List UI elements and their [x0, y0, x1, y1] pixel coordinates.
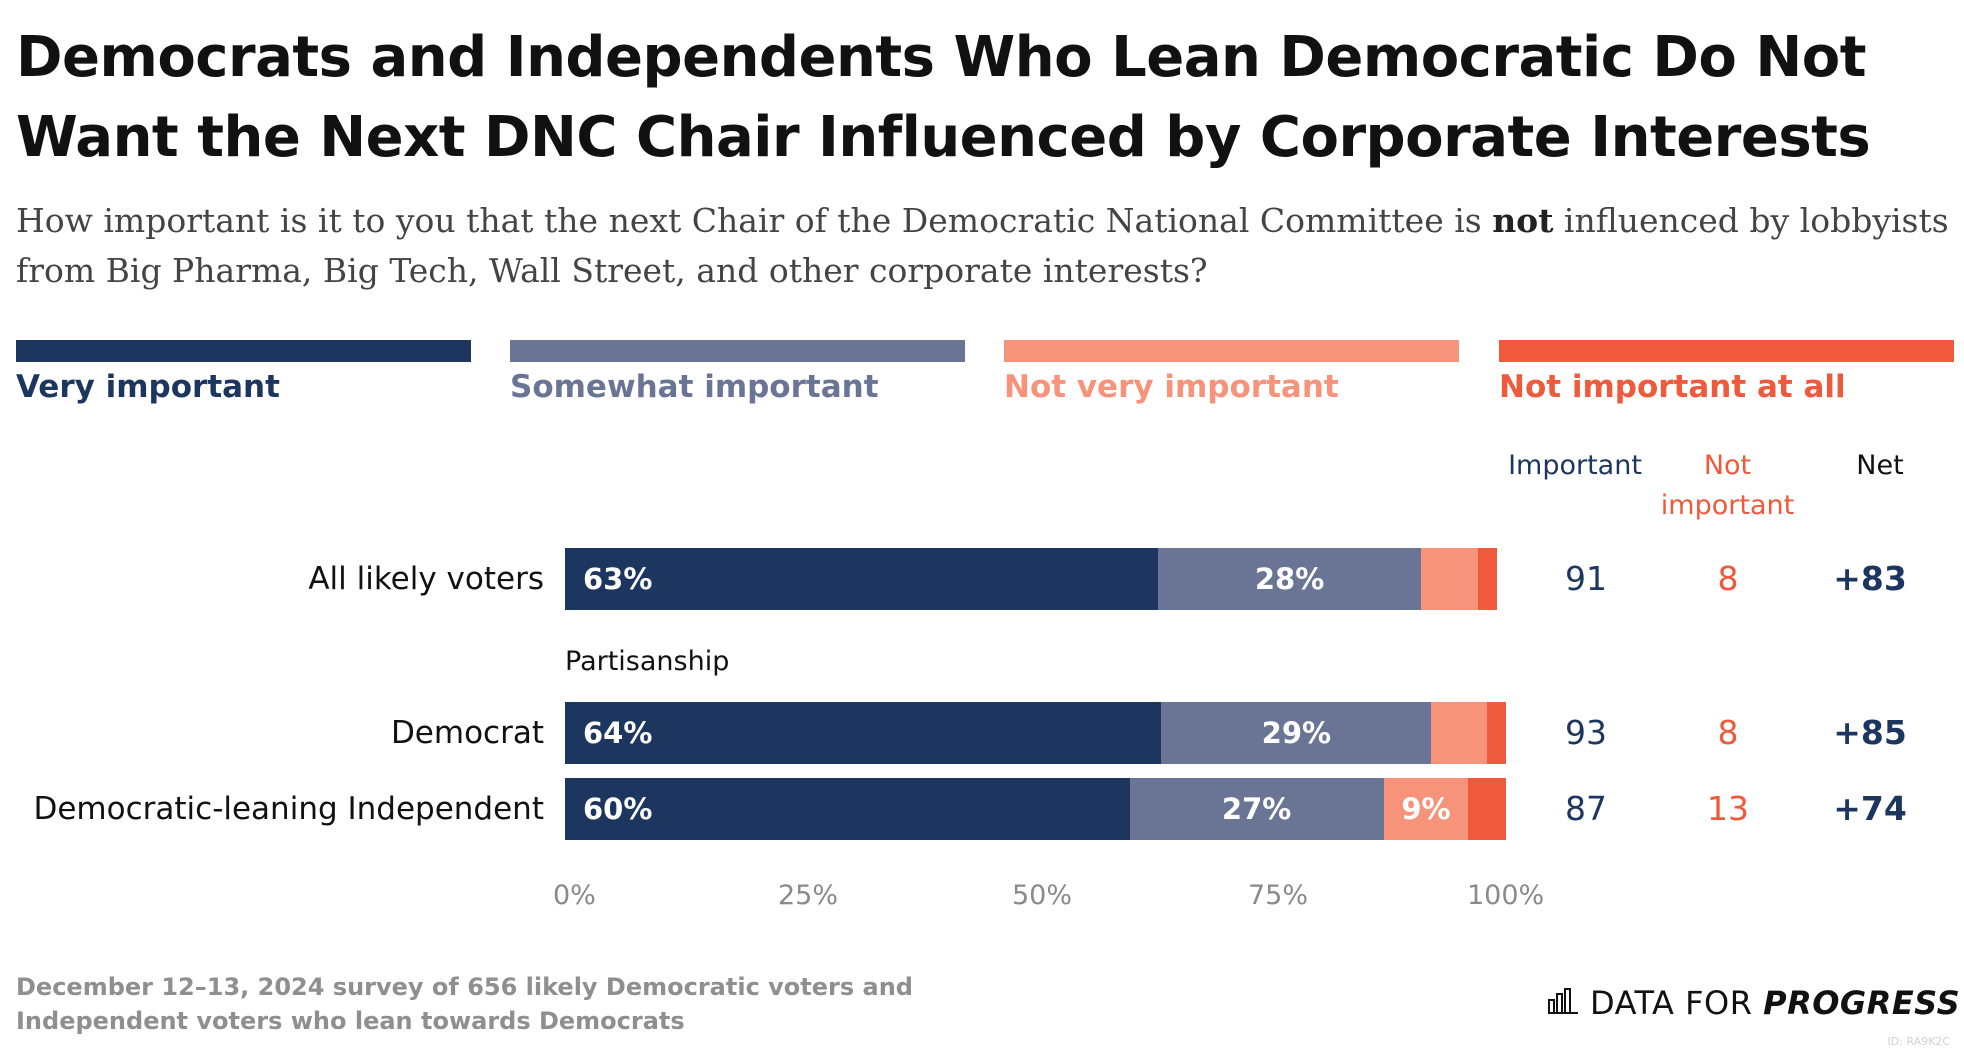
bar-value-label: 27%: [1221, 792, 1292, 826]
legend-swatch-somewhat-important: [510, 340, 965, 362]
legend-label-not-very-important: Not very important: [1004, 369, 1339, 405]
subtitle-emphasis: not: [1492, 201, 1554, 240]
bar-segment-somewhat-important: [1161, 702, 1432, 764]
not-important-value: 8: [1717, 559, 1739, 598]
bar-segment-not-important-at-all: [1468, 778, 1506, 840]
subtitle-text-before: How important is it to you that the next…: [16, 201, 1493, 240]
net-value: +83: [1833, 559, 1907, 598]
bar-segment-not-very-important: [1383, 778, 1469, 840]
legend-label-very-important: Very important: [16, 369, 280, 405]
x-tick-label: 75%: [1248, 880, 1309, 911]
bar-segment-very-important: [565, 702, 1162, 764]
x-tick-label: 0%: [553, 880, 596, 911]
chart-subtitle: How important is it to you that the next…: [16, 196, 1956, 296]
net-value: +85: [1833, 713, 1907, 752]
bar-row-democratic-leaning-independent: 60% 27% 9%: [565, 778, 1506, 840]
bar-value-label: 28%: [1254, 562, 1325, 596]
brand-text-bold: PROGRESS: [1763, 984, 1961, 1022]
bar-row-democrat: 64% 29%: [565, 702, 1506, 764]
important-value: 87: [1565, 789, 1607, 828]
legend-swatch-not-important-at-all: [1499, 340, 1954, 362]
important-value: 93: [1565, 713, 1607, 752]
column-header-not-important-line2: important: [1660, 490, 1795, 521]
legend-swatch-very-important: [16, 340, 471, 362]
x-tick-label: 50%: [1012, 880, 1073, 911]
bar-segment-somewhat-important: [1129, 778, 1384, 840]
brand-text-light: DATA FOR: [1590, 984, 1764, 1022]
brand-logo: DATA FOR PROGRESS: [1548, 980, 1960, 1026]
footnote: December 12–13, 2024 survey of 656 likel…: [16, 973, 913, 1035]
bar-value-label: 64%: [583, 716, 653, 750]
bar-value-label: 63%: [583, 562, 653, 596]
x-tick-label: 25%: [778, 880, 839, 911]
bar-segment-not-important-at-all: [1487, 702, 1506, 764]
bar-row-all-likely-voters: 63% 28%: [565, 548, 1506, 610]
not-important-value: 13: [1707, 789, 1749, 828]
column-header-net: Net: [1856, 450, 1904, 481]
row-label-democrat: Democrat: [390, 715, 544, 751]
watermark: ID: RA9K2C: [1887, 1035, 1950, 1048]
chart-title: Democrats and Independents Who Lean Demo…: [16, 25, 1871, 170]
important-value: 91: [1565, 559, 1607, 598]
bar-segment-somewhat-important: [1157, 548, 1422, 610]
legend-swatch-not-very-important: [1004, 340, 1459, 362]
group-label-partisanship: Partisanship: [565, 646, 730, 677]
column-header-not-important: Not important: [1650, 446, 1805, 526]
legend-label-somewhat-important: Somewhat important: [510, 369, 879, 405]
bar-value-label: 29%: [1261, 716, 1332, 750]
bar-segment-not-very-important: [1421, 548, 1478, 610]
bar-chart-icon: [1548, 984, 1578, 1022]
net-value: +74: [1833, 789, 1907, 828]
bar-segment-not-important-at-all: [1477, 548, 1497, 610]
column-header-not-important-line1: Not: [1703, 450, 1752, 481]
bar-segment-very-important: [565, 548, 1158, 610]
row-label-democratic-leaning-independent: Democratic-leaning Independent: [33, 791, 544, 827]
column-header-important: Important: [1508, 450, 1642, 481]
bar-value-label: 9%: [1401, 792, 1451, 826]
subtitle-text-after: influenced by lobbyists from Big Pharma,…: [16, 201, 1949, 290]
bar-segment-very-important: [565, 778, 1130, 840]
bar-segment-not-very-important: [1431, 702, 1488, 764]
x-tick-label: 100%: [1467, 880, 1545, 911]
legend-label-not-important-at-all: Not important at all: [1499, 369, 1846, 405]
not-important-value: 8: [1717, 713, 1739, 752]
bar-value-label: 60%: [583, 792, 653, 826]
row-label-all-likely-voters: All likely voters: [308, 561, 544, 597]
